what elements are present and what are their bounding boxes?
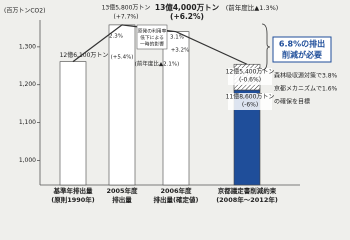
note-text: 京都メカニズムで1.6% [274,85,338,93]
annotation: 2.3% [109,34,123,40]
value-label: (+7.7%) [114,14,139,21]
chart: (百万トンCO2) 1,000 1,100 1,200 1,300 基準年排出量(原則1… [4,2,338,204]
x-tick-label: 2006年度 [160,186,192,195]
note-text: の確保を目標 [274,98,310,106]
note-box [136,24,168,50]
callout-text: 削減が必要 [282,50,322,60]
x-tick-label: 京都議定書削減約束 [218,186,277,195]
value-label: 12億5,400万トン [226,68,275,76]
annotation: +3.2% [171,48,190,54]
x-tick-label: 2005年度 [106,186,138,195]
value-label: (-6%) [242,102,258,109]
value-label: (-0.6%) [239,77,261,84]
annotation: 3.1% [170,35,184,41]
value-label: (+6.2%) [170,12,204,21]
label-bg [228,68,272,85]
callout-text: 6.8%の排出 [279,39,325,49]
y-tick-label: 1,000 [19,157,36,164]
callout-box [272,36,332,63]
note-box-text: 原発の利用率 [138,28,167,35]
x-tick-label: 排出量 [112,195,132,204]
note-box-text: 低下による [140,34,164,41]
x-tick-label: (2008年～2012年) [216,195,278,204]
value-label: 11億8,600万トン [226,93,275,101]
x-tick-label: (原則1990年) [51,195,95,204]
value-label: 13億5,800万トン [102,4,151,12]
bar [59,61,87,186]
annotation: (前年度比▲2.1%) [135,60,180,68]
y-tick-label: 1,300 [19,43,36,50]
y-tick-label: 1,100 [19,119,36,126]
label-bg [228,93,272,110]
value-label: 13億4,000万トン [155,2,220,12]
value-label: 12億6,100万トン [60,51,109,59]
value-label: (前年度比▲1.3%) [226,3,279,12]
note-box-text: 一時的影響 [140,41,164,48]
x-tick-label: 基準年排出量 [53,186,94,195]
bar [108,24,136,186]
y-axis-label: (百万トンCO2) [4,8,45,15]
y-tick-label: 1,200 [19,81,36,88]
note-text: 森林吸収源対策で3.8% [274,72,338,80]
brace [261,23,271,71]
annotation: (+5.4%) [111,55,134,61]
bar [162,31,190,186]
x-tick-label: 排出量(確定値) [154,195,199,204]
